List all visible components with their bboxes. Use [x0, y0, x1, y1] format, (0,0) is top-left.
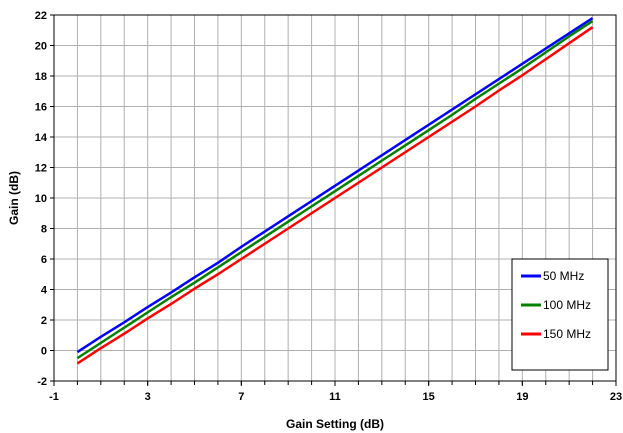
x-tick-label: 19 [516, 391, 528, 403]
legend: 50 MHz 100 MHz 150 MHz [511, 258, 609, 371]
series-line-100-mhz [76, 20, 594, 360]
x-tick-label: -1 [49, 391, 59, 403]
x-tick-label: 15 [423, 391, 435, 403]
series-line-150-mhz [76, 26, 594, 365]
y-tick-label: 2 [41, 315, 47, 327]
y-tick-label: -2 [37, 376, 47, 388]
y-tick-label: 10 [35, 193, 47, 205]
series-lines [76, 17, 594, 365]
x-tick-label: 7 [238, 391, 244, 403]
x-tick-label: 3 [145, 391, 151, 403]
y-tick-label: 20 [35, 41, 47, 53]
y-tick-label: 4 [41, 285, 48, 297]
x-axis-title: Gain Setting (dB) [286, 417, 384, 431]
y-tick-label: 22 [35, 10, 47, 22]
y-axis-title: Gain (dB) [7, 171, 21, 225]
axis-ticks [50, 14, 617, 386]
legend-label: 50 MHz [543, 269, 584, 283]
x-tick-labels: -1 3 7 11 15 19 23 [49, 391, 622, 403]
y-tick-label: 12 [35, 163, 47, 175]
legend-label: 100 MHz [543, 298, 591, 312]
series-line-50-mhz [76, 17, 594, 354]
y-tick-label: 8 [41, 224, 47, 236]
y-tick-label: 16 [35, 102, 47, 114]
y-tick-label: 18 [35, 71, 47, 83]
x-tick-label: 23 [610, 391, 622, 403]
y-tick-label: 6 [41, 254, 47, 266]
y-tick-labels: -2 0 2 4 6 8 10 12 14 16 18 20 22 [35, 10, 48, 388]
legend-label: 150 MHz [543, 327, 591, 341]
y-tick-label: 14 [35, 132, 48, 144]
y-tick-label: 0 [41, 346, 47, 358]
x-tick-label: 11 [329, 391, 341, 403]
